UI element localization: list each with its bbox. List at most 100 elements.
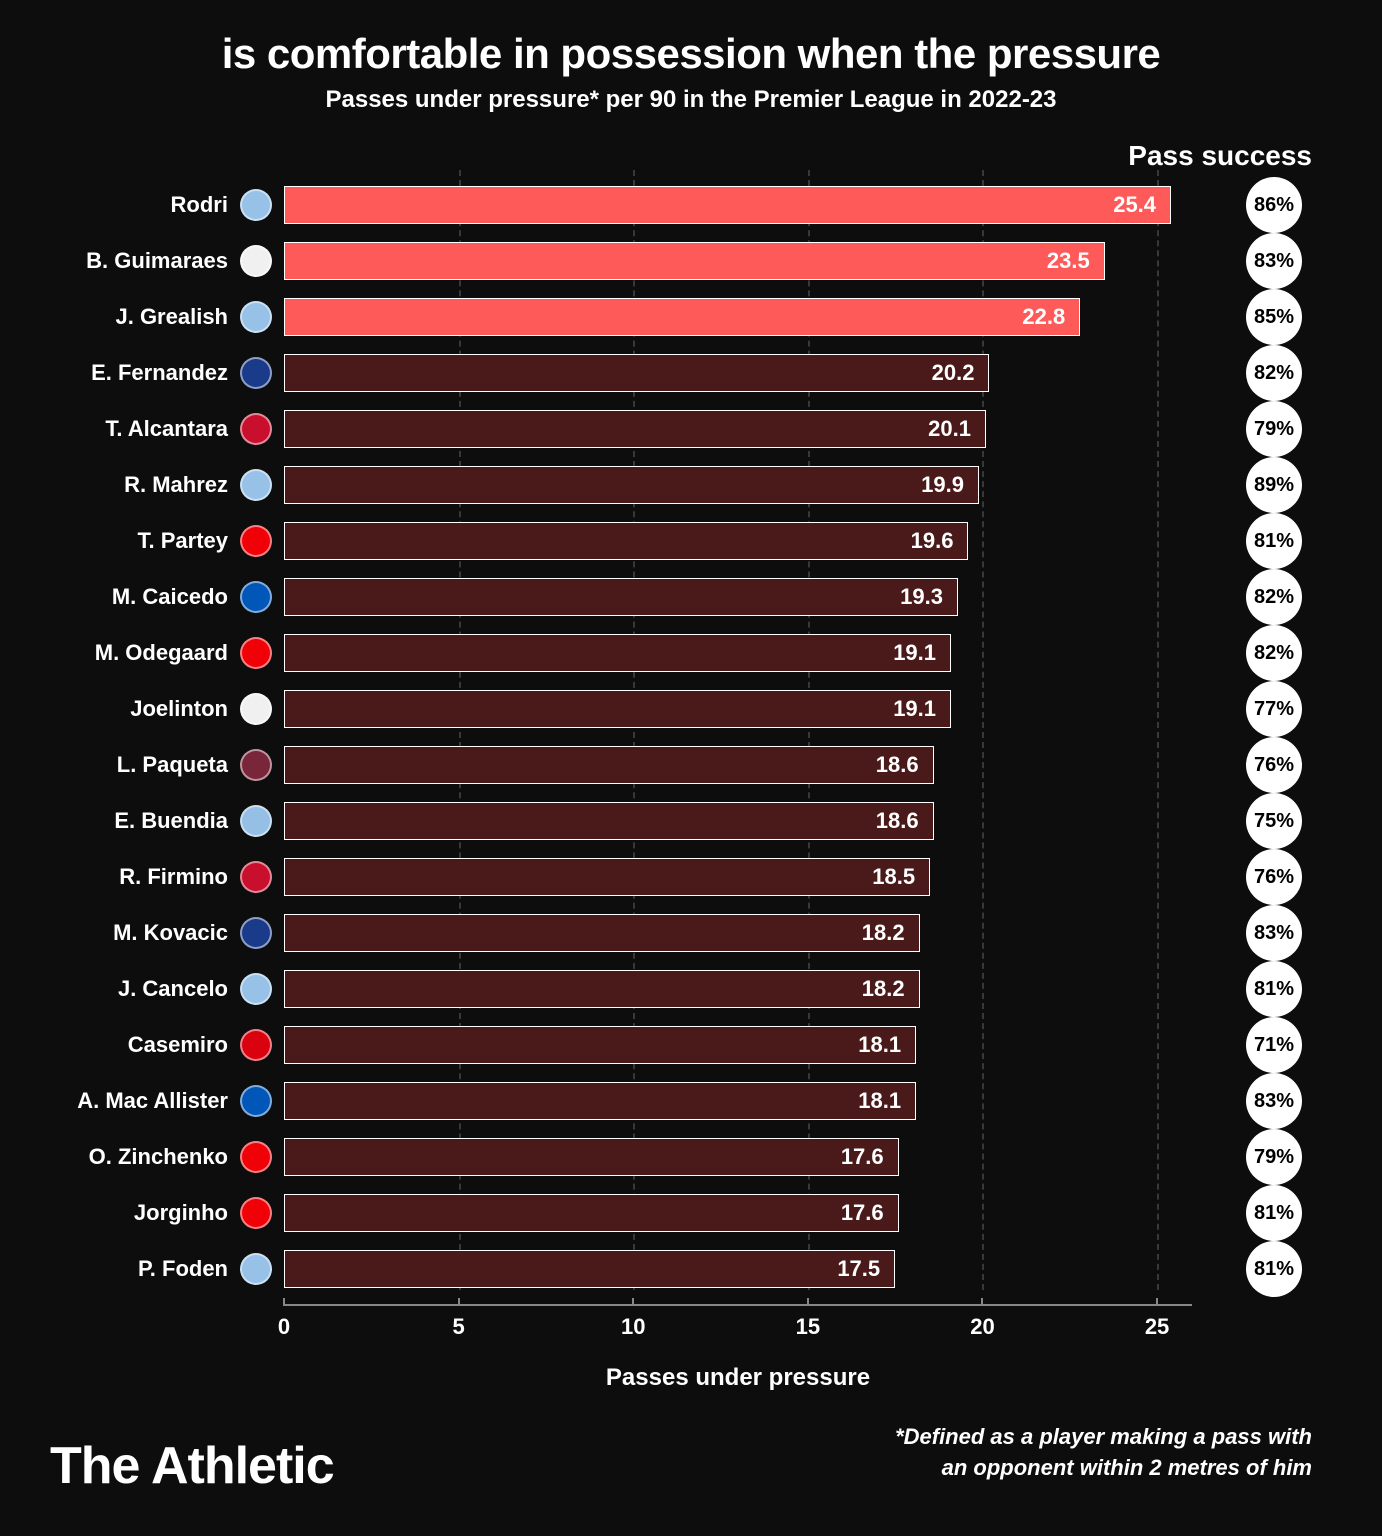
pass-success-value: 82% [1246,625,1302,681]
pass-success-value: 79% [1246,1129,1302,1185]
team-badge [240,637,272,669]
bar-row: O. Zinchenko17.679% [50,1132,1332,1182]
bar: 18.1 [284,1026,916,1064]
pass-success-value: 77% [1246,681,1302,737]
bar-row: E. Fernandez20.282% [50,348,1332,398]
x-tick: 25 [1145,1314,1169,1340]
team-badge [240,805,272,837]
bar-row: J. Cancelo18.281% [50,964,1332,1014]
chart-container: Pass success Rodri25.486%B. Guimaraes23.… [50,144,1332,1484]
bar-track: 23.5 [284,242,1192,280]
pass-success-value: 71% [1246,1017,1302,1073]
bar-row: J. Grealish22.885% [50,292,1332,342]
bar-row: E. Buendia 18.6 75% [50,796,1332,846]
bar-track: 22.8 [284,298,1192,336]
player-name: M. Odegaard [50,640,240,666]
bar: 18.2 [284,914,920,952]
team-badge [240,189,272,221]
team-badge [240,357,272,389]
bar-track: 25.4 [284,186,1192,224]
pass-success-value: 81% [1246,961,1302,1017]
team-badge [240,973,272,1005]
x-tick: 5 [452,1314,464,1340]
team-badge [240,1141,272,1173]
bar: 18.1 [284,1082,916,1120]
player-name: R. Firmino [50,864,240,890]
team-badge [240,1253,272,1285]
bar: 17.6 [284,1138,899,1176]
player-name: P. Foden [50,1256,240,1282]
team-badge [240,581,272,613]
bar: 25.4 [284,186,1171,224]
bar: 18.2 [284,970,920,1008]
x-tick: 0 [278,1314,290,1340]
player-name: M. Kovacic [50,920,240,946]
player-name: Joelinton [50,696,240,722]
bar: 17.5 [284,1250,895,1288]
bar: 19.6 [284,522,968,560]
pass-success-value: 81% [1246,1241,1302,1297]
bar-row: M. Caicedo19.382% [50,572,1332,622]
bar-track: 17.5 [284,1250,1192,1288]
pass-success-value: 86% [1246,177,1302,233]
footnote-line1: *Defined as a player making a pass with [895,1424,1312,1449]
bar-row: T. Partey19.681% [50,516,1332,566]
bar-row: M. Kovacic 18.2 83% [50,908,1332,958]
player-name: B. Guimaraes [50,248,240,274]
team-badge [240,245,272,277]
bar: 19.1 [284,634,951,672]
team-badge [240,1085,272,1117]
bar-track: 18.1 [284,1082,1192,1120]
bar-track: 17.6 [284,1194,1192,1232]
team-badge [240,693,272,725]
bar: 18.6 [284,802,934,840]
chart-subtitle: Passes under pressure* per 90 in the Pre… [50,86,1332,114]
bar-row: P. Foden 17.5 81% [50,1244,1332,1294]
player-name: R. Mahrez [50,472,240,498]
pass-success-value: 75% [1246,793,1302,849]
footnote-line2: an opponent within 2 metres of him [942,1455,1312,1480]
team-badge [240,917,272,949]
bar: 18.6 [284,746,934,784]
pass-success-value: 76% [1246,737,1302,793]
pass-success-value: 81% [1246,513,1302,569]
bar-track: 20.2 [284,354,1192,392]
player-name: L. Paqueta [50,752,240,778]
bar-track: 19.3 [284,578,1192,616]
pass-success-value: 81% [1246,1185,1302,1241]
bar-row: B. Guimaraes 23.5 83% [50,236,1332,286]
player-name: M. Caicedo [50,584,240,610]
player-name: A. Mac Allister [50,1088,240,1114]
bar-row: R. Firmino 18.5 76% [50,852,1332,902]
team-badge [240,861,272,893]
player-name: J. Grealish [50,304,240,330]
bar-track: 18.1 [284,1026,1192,1064]
bar-row: L. Paqueta 18.6 76% [50,740,1332,790]
x-tick: 10 [621,1314,645,1340]
x-axis-label: Passes under pressure [284,1364,1192,1392]
player-name: Rodri [50,192,240,218]
team-badge [240,749,272,781]
bar: 18.5 [284,858,930,896]
pass-success-value: 76% [1246,849,1302,905]
pass-success-value: 83% [1246,233,1302,289]
team-badge [240,1197,272,1229]
bar-track: 18.6 [284,802,1192,840]
bar: 19.1 [284,690,951,728]
bar-row: Joelinton 19.1 77% [50,684,1332,734]
pass-success-value: 83% [1246,1073,1302,1129]
bar: 19.3 [284,578,958,616]
bar: 23.5 [284,242,1105,280]
bar-track: 18.2 [284,914,1192,952]
bar: 22.8 [284,298,1080,336]
team-badge [240,301,272,333]
bar: 20.2 [284,354,989,392]
brand-logo: The Athletic [50,1436,334,1496]
bar-track: 18.5 [284,858,1192,896]
player-name: E. Buendia [50,808,240,834]
bar: 17.6 [284,1194,899,1232]
player-name: Jorginho [50,1200,240,1226]
pass-success-value: 83% [1246,905,1302,961]
team-badge [240,469,272,501]
bar-row: M. Odegaard 19.1 82% [50,628,1332,678]
